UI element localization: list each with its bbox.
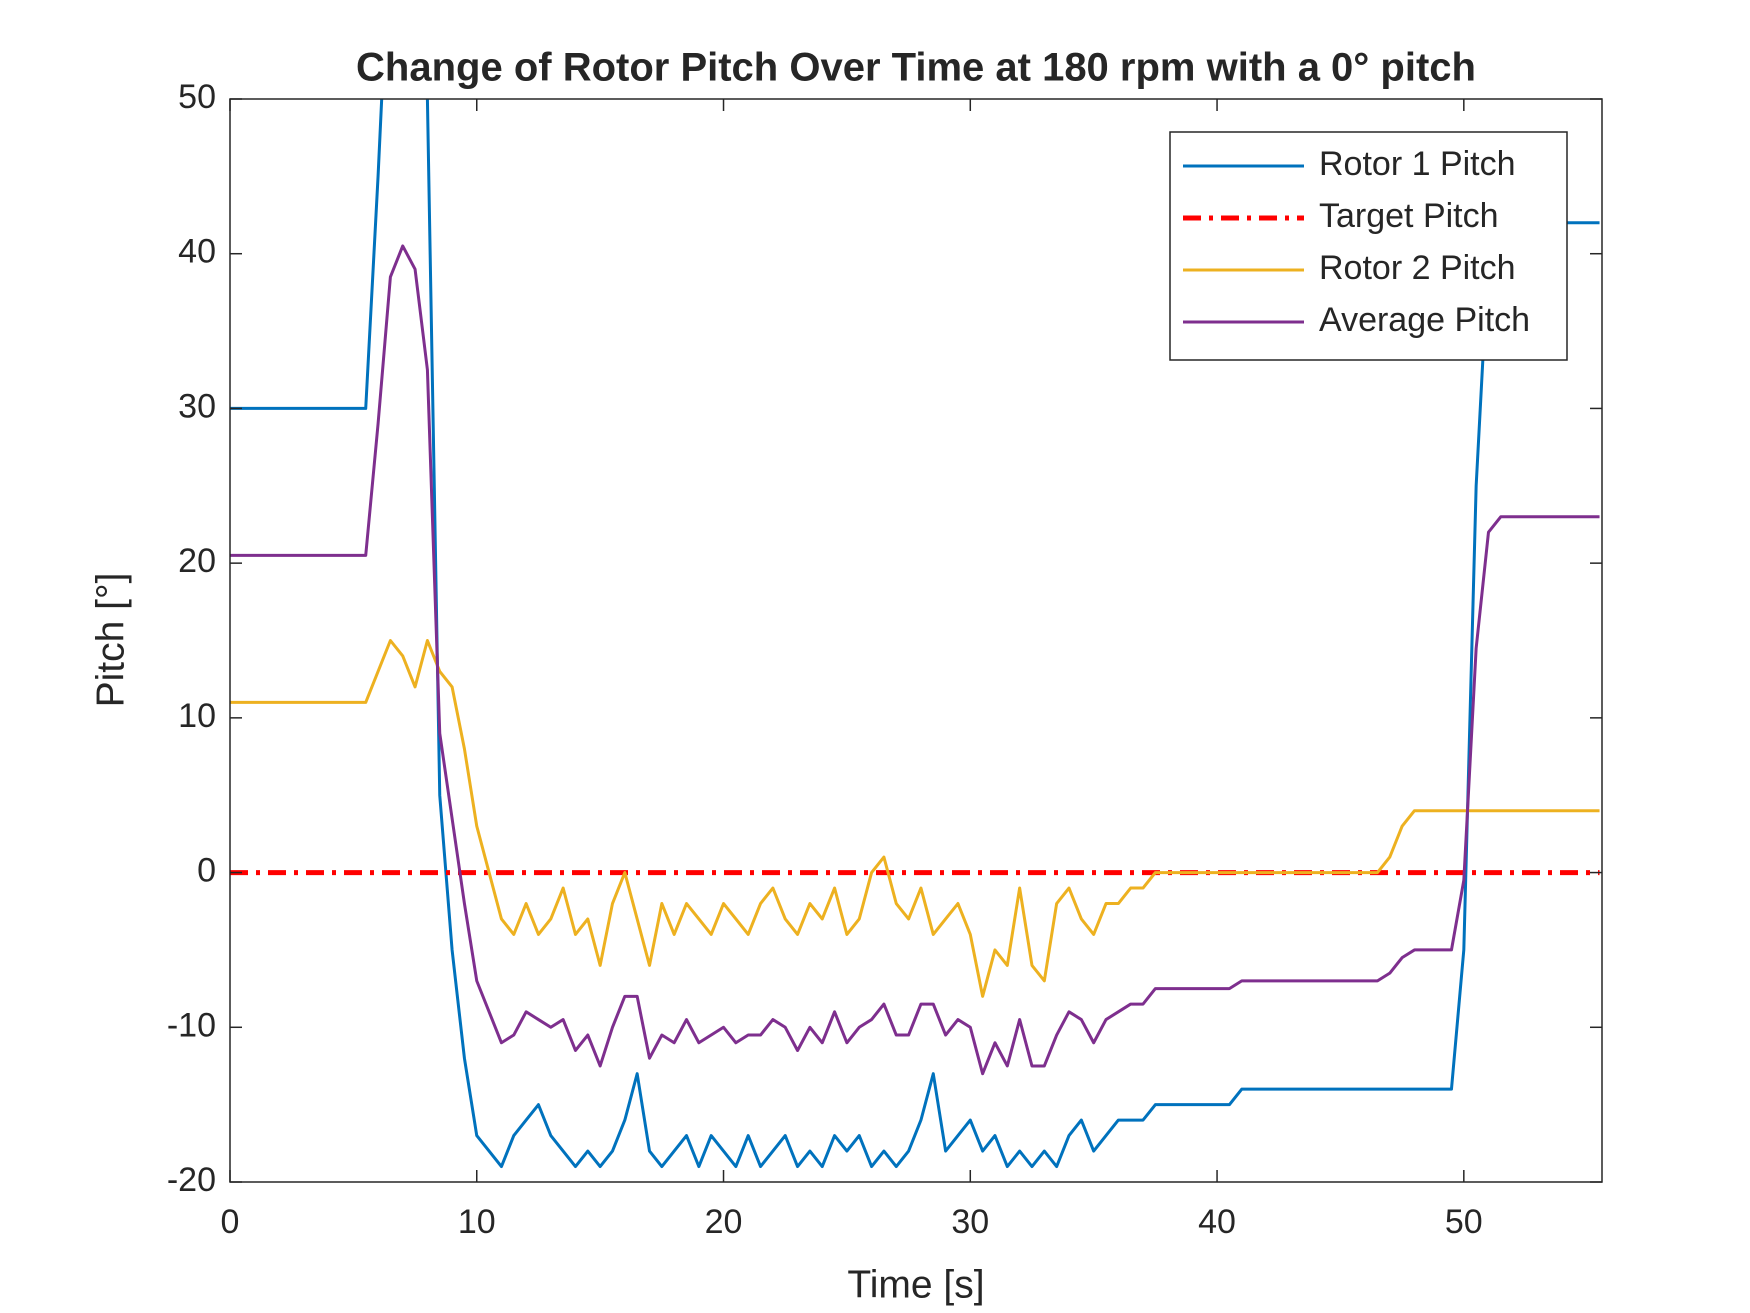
x-tick-label: 20 xyxy=(705,1203,743,1241)
x-axis-label: Time [s] xyxy=(847,1263,984,1306)
legend-label: Target Pitch xyxy=(1319,197,1499,235)
plot-lines xyxy=(230,99,1600,1169)
x-tick-label: 30 xyxy=(951,1203,989,1241)
y-tick-label: 10 xyxy=(178,697,216,735)
y-axis-label: Pitch [°] xyxy=(89,573,132,708)
series-line xyxy=(230,639,1600,998)
y-tick-label: 30 xyxy=(178,387,216,425)
legend-label: Rotor 2 Pitch xyxy=(1319,249,1516,287)
chart-title: Change of Rotor Pitch Over Time at 180 r… xyxy=(356,46,1476,90)
y-tick-label: 20 xyxy=(178,542,216,580)
x-tick-label: 40 xyxy=(1198,1203,1236,1241)
y-tick-label: -10 xyxy=(167,1006,216,1044)
x-tick-label: 10 xyxy=(458,1203,496,1241)
axes-box xyxy=(229,98,1603,1183)
x-tick-label: 50 xyxy=(1445,1203,1483,1241)
x-tick-label: 0 xyxy=(221,1203,240,1241)
y-tick-label: 0 xyxy=(197,852,216,890)
legend-label: Rotor 1 Pitch xyxy=(1319,145,1516,183)
series-line xyxy=(230,244,1600,1076)
legend-label: Average Pitch xyxy=(1319,301,1530,339)
y-tick-label: 40 xyxy=(178,233,216,271)
series-line xyxy=(230,99,1600,1169)
legend: Rotor 1 Pitch Target Pitch Rotor 2 Pitch Av… xyxy=(1169,131,1568,361)
y-tick-label: -20 xyxy=(167,1161,216,1199)
y-tick-label: 50 xyxy=(178,78,216,116)
